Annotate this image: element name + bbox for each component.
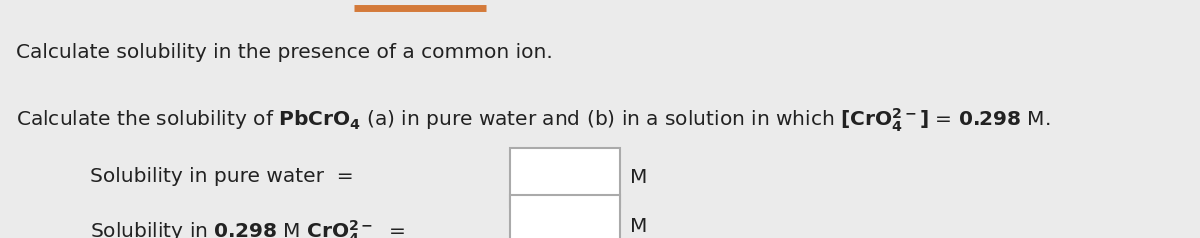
FancyBboxPatch shape bbox=[510, 148, 620, 207]
Text: Solubility in pure water  =: Solubility in pure water = bbox=[90, 167, 354, 186]
FancyBboxPatch shape bbox=[510, 195, 620, 238]
Text: Calculate the solubility of $\bf{PbCrO_4}$ (a) in pure water and (b) in a soluti: Calculate the solubility of $\bf{PbCrO_4… bbox=[16, 107, 1050, 134]
Text: M: M bbox=[630, 168, 647, 187]
Text: Solubility in $\bf{0.298}$ M $\bf{CrO_4^{2-}}$  =: Solubility in $\bf{0.298}$ M $\bf{CrO_4^… bbox=[90, 219, 406, 238]
Text: Calculate solubility in the presence of a common ion.: Calculate solubility in the presence of … bbox=[16, 43, 552, 62]
Text: M: M bbox=[630, 217, 647, 236]
